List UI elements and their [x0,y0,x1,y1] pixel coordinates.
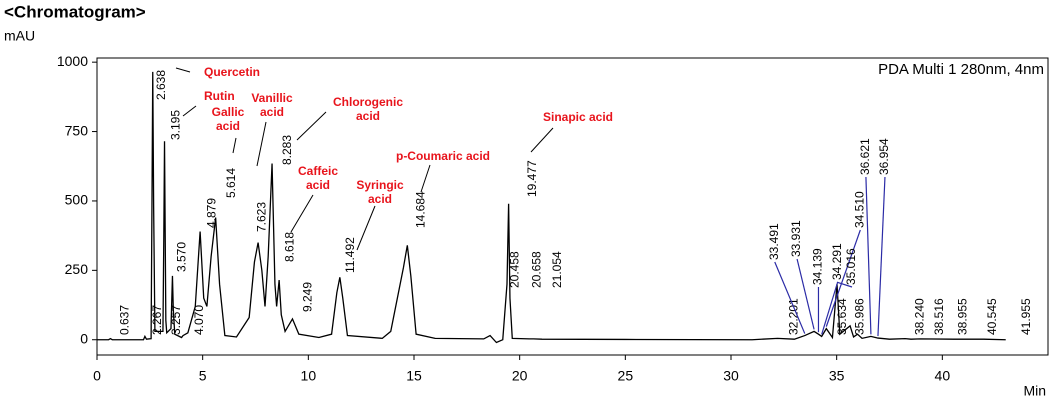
peak-label: 2.267 [150,305,164,335]
peak-label: 3.195 [169,110,183,140]
x-tick-label: 25 [618,368,634,384]
compound-label: Chlorogenic [333,95,403,109]
peak-label: 34.510 [852,191,866,228]
peak-leader [865,176,872,335]
compound-label: p-Coumaric acid [396,149,490,163]
compound-leader [290,194,314,233]
y-tick-label: 750 [65,122,89,138]
peak-label: 38.240 [912,298,926,335]
peak-label: 33.491 [767,223,781,260]
peak-leader [836,281,853,288]
compound-label: acid [356,109,380,123]
compound-label: Gallic [212,105,245,119]
peak-label: 41.955 [1019,298,1033,335]
peak-label: 35.634 [835,298,849,335]
peak-label: 7.623 [254,202,268,232]
peak-leader [825,229,861,327]
y-tick-label: 0 [80,330,88,346]
compound-label: Caffeic [298,164,338,178]
peak-label: 0.637 [118,305,132,335]
peak-leader [796,258,815,330]
peak-label: 40.545 [985,298,999,335]
compound-label: acid [260,105,284,119]
y-axis-label: mAU [4,28,35,44]
peak-label: 2.638 [154,70,168,100]
peak-label: 38.516 [932,298,946,335]
x-tick-label: 10 [301,368,317,384]
x-axis-label: Min [1023,383,1046,399]
x-tick-label: 35 [829,368,845,384]
chart-title: <Chromatogram> [4,2,146,21]
peak-label: 3.257 [169,305,183,335]
compound-label: Sinapic acid [543,110,613,124]
peak-label: 33.931 [789,220,803,257]
x-tick-label: 15 [406,368,422,384]
peak-label: 20.658 [530,251,544,288]
compound-leader [256,121,267,167]
peak-leader [774,261,806,334]
peak-label: 8.618 [282,232,296,262]
compound-leader [420,164,431,193]
compound-label: Vanillic [251,91,293,105]
peak-label: 11.492 [343,237,357,273]
compound-label: acid [216,119,240,133]
y-tick-label: 1000 [57,53,88,69]
compound-label: Rutin [204,89,235,103]
plot-frame [96,57,1049,356]
peak-label: 20.458 [508,251,522,288]
peak-label: 38.955 [955,298,969,335]
peak-leader [821,281,839,335]
peak-label: 35.016 [844,248,858,285]
x-tick-label: 30 [723,368,739,384]
peak-leader [877,176,886,337]
compound-label: Quercetin [204,65,260,79]
peak-label: 4.070 [192,305,206,335]
peak-label: 34.291 [830,243,844,280]
peak-label: 3.570 [175,242,189,272]
y-tick-label: 250 [65,261,89,277]
x-tick-label: 0 [93,368,101,384]
compound-leader [175,67,191,73]
trace [97,71,1006,344]
compound-leader [182,105,197,117]
peak-label: 19.477 [525,160,539,197]
compound-label: acid [306,178,330,192]
peak-label: 34.139 [811,248,825,285]
compound-leader [296,111,327,141]
compound-label: Syringic [356,178,404,192]
peak-label: 32.201 [787,298,801,335]
peak-label: 9.249 [301,282,315,312]
peak-label: 8.283 [280,135,294,165]
peak-label: 14.684 [413,191,427,228]
peak-label: 21.054 [550,251,564,288]
x-tick-label: 40 [935,368,951,384]
peak-label: 4.879 [204,198,218,228]
peak-label: 36.954 [877,138,891,175]
peak-label: 5.614 [224,168,238,198]
compound-leader [232,137,237,154]
compound-label: acid [368,192,392,206]
y-tick-label: 500 [65,192,89,208]
peak-label: 35.986 [853,298,867,335]
detector-label: PDA Multi 1 280nm, 4nm [878,61,1044,78]
x-tick-label: 20 [512,368,528,384]
peak-label: 36.621 [858,138,872,175]
compound-leader [530,127,554,153]
compound-leader [356,205,376,251]
x-tick-label: 5 [199,368,207,384]
